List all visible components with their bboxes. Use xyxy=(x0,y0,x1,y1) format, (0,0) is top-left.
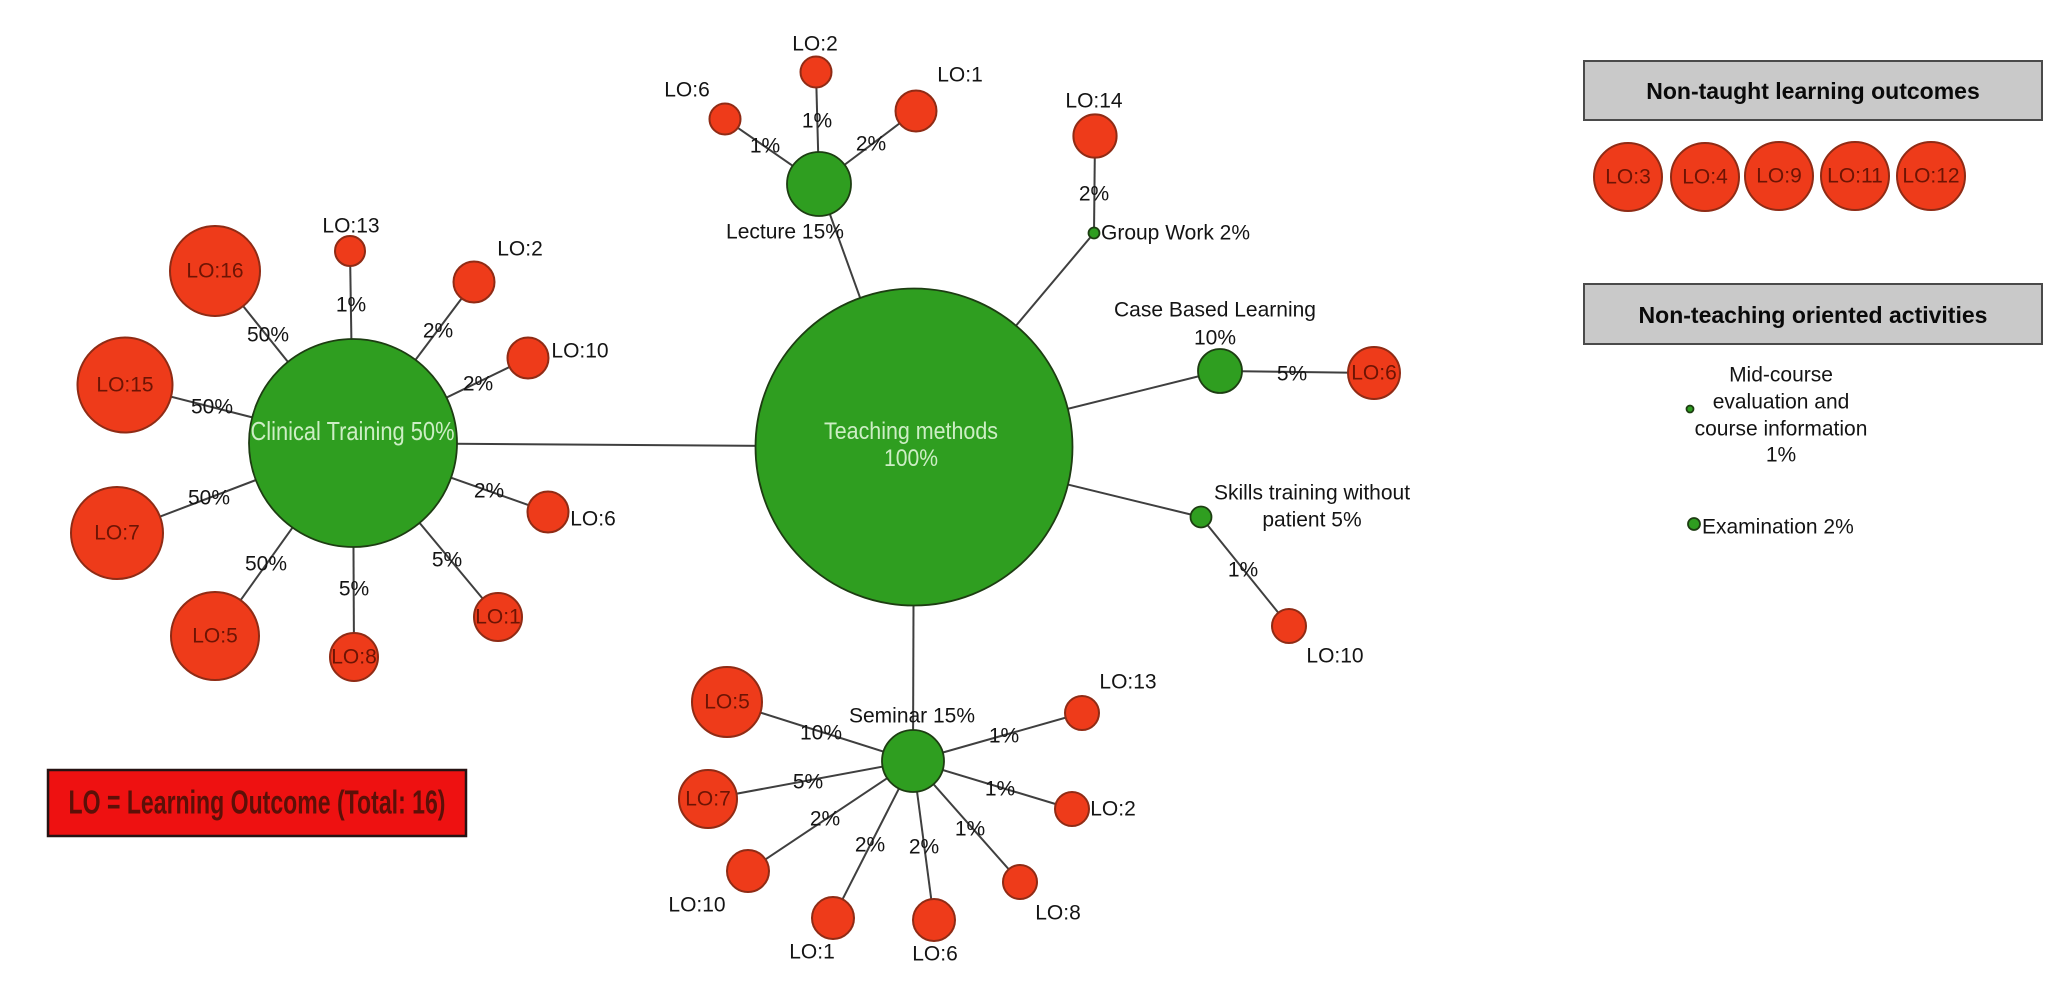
svg-text:1%: 1% xyxy=(336,294,366,317)
svg-text:LO:2: LO:2 xyxy=(497,238,543,261)
svg-text:1%: 1% xyxy=(802,110,832,133)
svg-text:Group Work 2%: Group Work 2% xyxy=(1101,222,1250,245)
svg-text:1%: 1% xyxy=(1766,444,1796,467)
svg-text:2%: 2% xyxy=(474,480,504,503)
svg-text:LO:13: LO:13 xyxy=(322,215,379,238)
svg-text:Clinical Training 50%: Clinical Training 50% xyxy=(251,416,455,446)
svg-text:2%: 2% xyxy=(855,834,885,857)
svg-text:5%: 5% xyxy=(339,578,369,601)
svg-text:1%: 1% xyxy=(985,778,1015,801)
svg-text:2%: 2% xyxy=(1079,183,1109,206)
svg-text:5%: 5% xyxy=(1277,363,1307,386)
svg-text:Skills training without: Skills training without xyxy=(1214,482,1410,505)
svg-text:Mid-course: Mid-course xyxy=(1729,364,1833,387)
svg-text:patient 5%: patient 5% xyxy=(1262,509,1361,532)
svg-text:Seminar 15%: Seminar 15% xyxy=(849,705,975,728)
svg-text:LO:7: LO:7 xyxy=(685,788,731,811)
svg-text:LO:6: LO:6 xyxy=(1351,362,1397,385)
svg-text:LO:6: LO:6 xyxy=(664,79,710,102)
svg-text:LO:11: LO:11 xyxy=(1827,165,1883,188)
svg-text:Lecture 15%: Lecture 15% xyxy=(726,221,844,244)
svg-text:1%: 1% xyxy=(955,818,985,841)
svg-text:1%: 1% xyxy=(750,135,780,158)
svg-text:LO:1: LO:1 xyxy=(937,64,983,87)
svg-text:LO:12: LO:12 xyxy=(1902,165,1959,188)
svg-text:Non-taught learning outcomes: Non-taught learning outcomes xyxy=(1646,78,1980,104)
svg-text:LO:10: LO:10 xyxy=(551,340,608,363)
svg-text:LO:7: LO:7 xyxy=(94,522,140,545)
svg-text:LO:8: LO:8 xyxy=(331,646,377,669)
svg-text:LO:3: LO:3 xyxy=(1605,166,1651,189)
svg-text:LO:6: LO:6 xyxy=(570,508,616,531)
svg-text:LO:14: LO:14 xyxy=(1065,90,1123,113)
svg-text:LO:16: LO:16 xyxy=(186,260,243,283)
svg-text:50%: 50% xyxy=(245,553,287,576)
svg-text:LO:10: LO:10 xyxy=(668,894,725,917)
svg-text:Case Based Learning: Case Based Learning xyxy=(1114,299,1316,322)
svg-text:50%: 50% xyxy=(191,396,233,419)
svg-text:Examination 2%: Examination 2% xyxy=(1702,516,1854,539)
svg-text:10%: 10% xyxy=(800,722,842,745)
svg-text:LO:5: LO:5 xyxy=(704,691,750,714)
svg-text:10%: 10% xyxy=(1194,327,1236,350)
svg-text:50%: 50% xyxy=(188,487,230,510)
svg-text:1%: 1% xyxy=(989,725,1019,748)
svg-text:LO:10: LO:10 xyxy=(1306,645,1363,668)
svg-text:LO:15: LO:15 xyxy=(96,374,153,397)
svg-text:Non-teaching oriented activiti: Non-teaching oriented activities xyxy=(1639,302,1988,328)
svg-text:2%: 2% xyxy=(810,808,840,831)
svg-text:LO:9: LO:9 xyxy=(1756,165,1802,188)
svg-text:LO:2: LO:2 xyxy=(1090,798,1136,821)
svg-text:LO:5: LO:5 xyxy=(192,625,238,648)
svg-text:2%: 2% xyxy=(856,133,886,156)
svg-text:1%: 1% xyxy=(1228,559,1258,582)
svg-text:LO:6: LO:6 xyxy=(912,943,958,966)
svg-text:LO:4: LO:4 xyxy=(1682,166,1728,189)
svg-text:2%: 2% xyxy=(463,373,493,396)
svg-text:course information: course information xyxy=(1695,418,1868,441)
svg-text:LO:13: LO:13 xyxy=(1099,671,1156,694)
svg-text:2%: 2% xyxy=(909,836,939,859)
svg-text:2%: 2% xyxy=(423,320,453,343)
svg-text:LO:8: LO:8 xyxy=(1035,902,1081,925)
svg-text:LO:1: LO:1 xyxy=(475,606,521,629)
svg-text:100%: 100% xyxy=(884,445,938,472)
svg-text:LO:2: LO:2 xyxy=(792,33,838,56)
svg-text:5%: 5% xyxy=(793,771,823,794)
svg-text:5%: 5% xyxy=(432,549,462,572)
svg-text:Teaching methods: Teaching methods xyxy=(824,418,998,445)
svg-text:evaluation and: evaluation and xyxy=(1713,391,1850,414)
svg-text:LO = Learning Outcome (Total:: LO = Learning Outcome (Total: 16) xyxy=(69,784,446,821)
svg-text:LO:1: LO:1 xyxy=(789,941,835,964)
svg-text:50%: 50% xyxy=(247,324,289,347)
